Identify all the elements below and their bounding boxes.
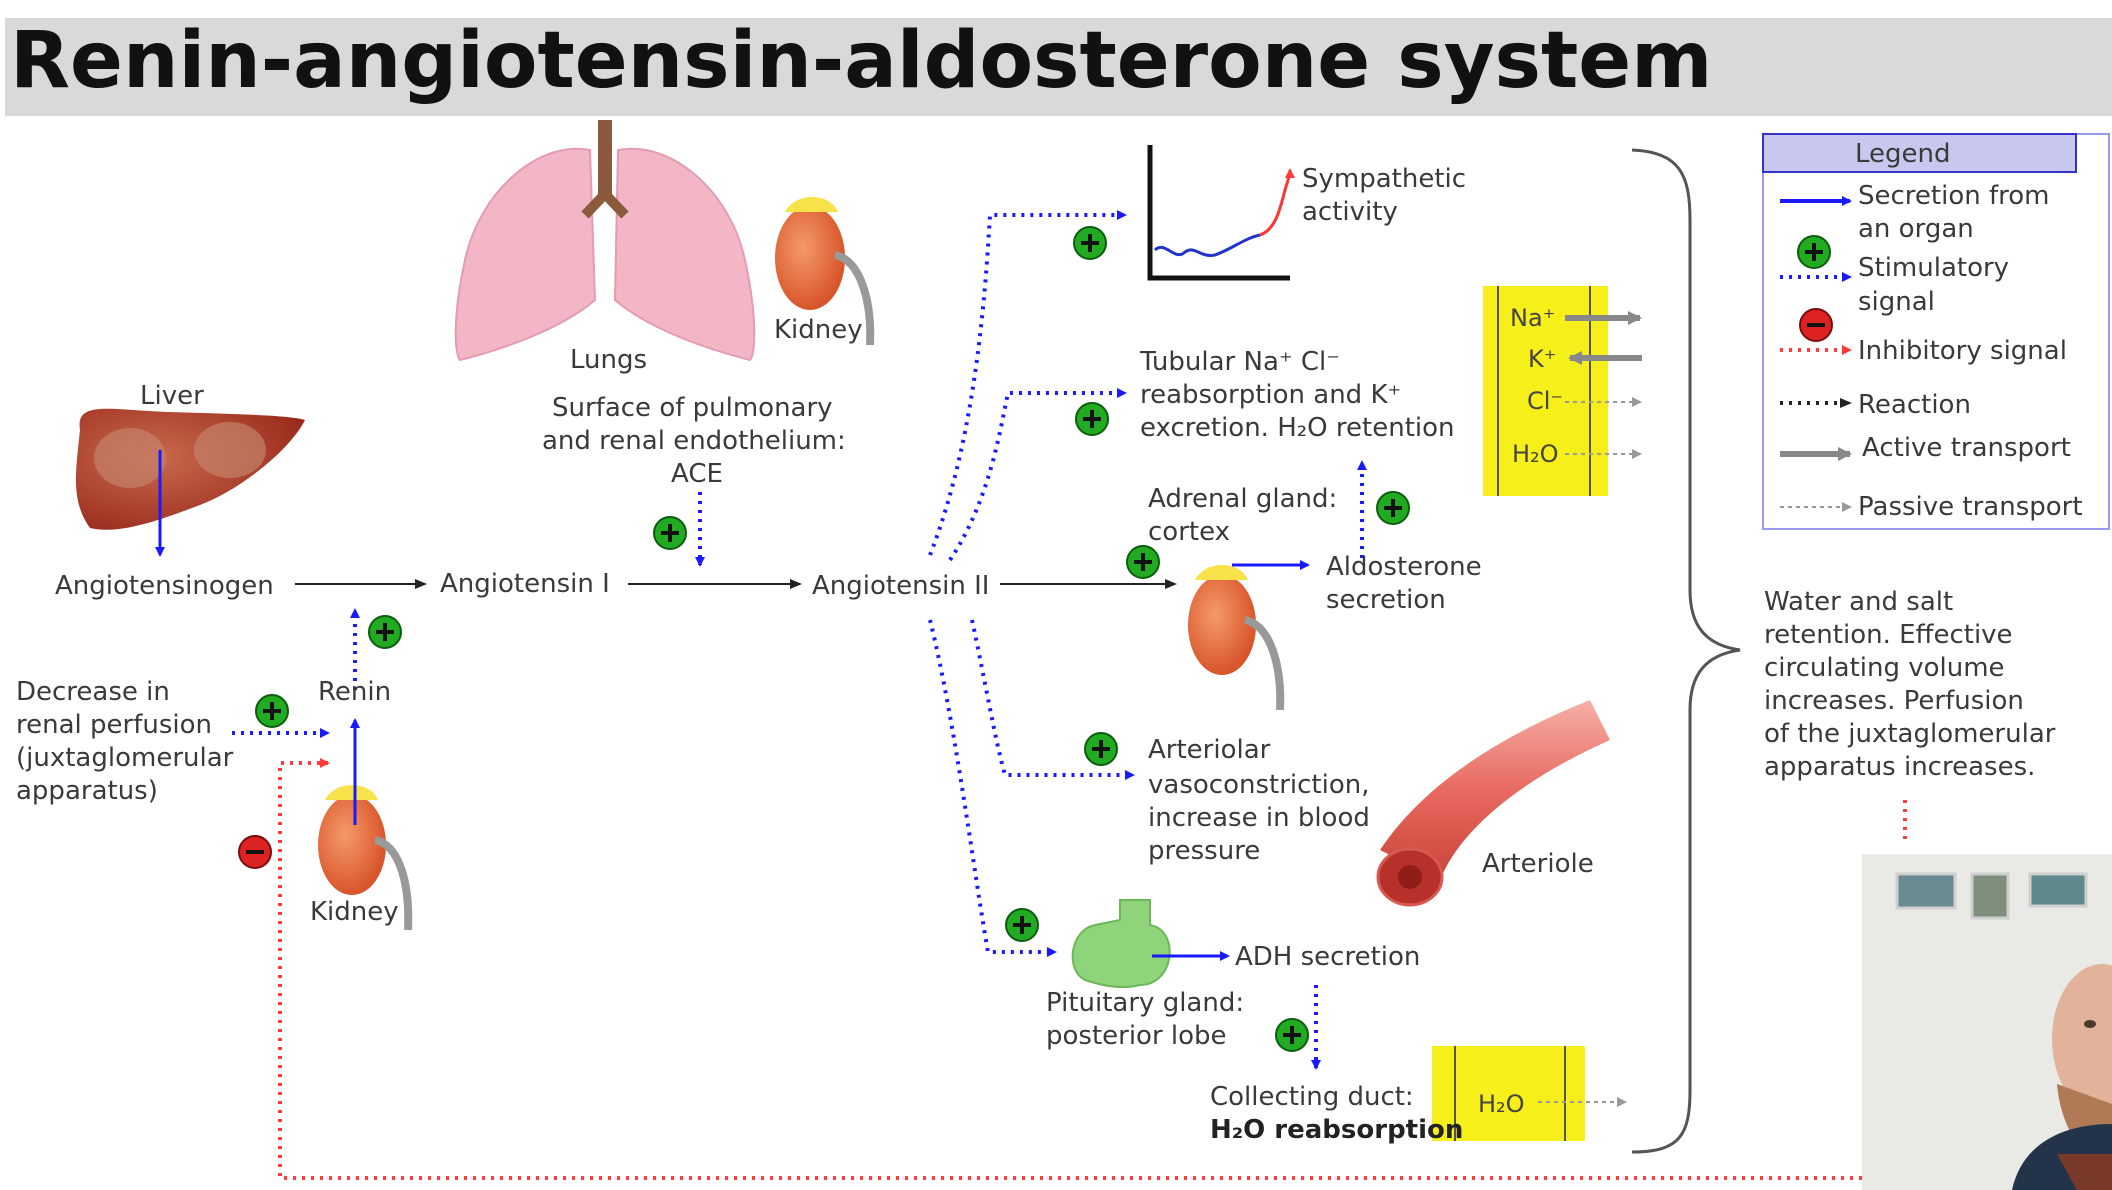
svg-text:Active transport: Active transport	[1862, 433, 2071, 463]
ace-label: Surface of pulmonary and renal endotheli…	[542, 393, 846, 489]
stimulatory-signals	[232, 210, 1367, 1070]
svg-text:signal: signal	[1858, 287, 1935, 317]
svg-text:renal perfusion: renal perfusion	[16, 710, 212, 740]
angiotensin-ii-label: Angiotensin II	[812, 571, 989, 601]
kidney-left-illustration	[318, 785, 413, 931]
legend: Legend Secretion from an organ Stimulato…	[1762, 133, 2110, 530]
kidney-adrenal-illustration	[1188, 565, 1285, 711]
arteriole-illustration	[1376, 700, 1610, 907]
liver-label: Liver	[140, 381, 204, 411]
collecting-duct-label: Collecting duct: H₂O reabsorption	[1210, 1082, 1463, 1145]
outcome-text: Water and salt retention. Effective circ…	[1764, 587, 2056, 782]
tubule-ion-box: Na⁺ K⁺ Cl⁻ H₂O	[1483, 286, 1642, 496]
svg-text:Water and salt: Water and salt	[1764, 587, 1953, 617]
slide-title: Renin-angiotensin-aldosterone system	[10, 16, 1713, 106]
svg-text:circulating volume: circulating volume	[1764, 653, 2005, 683]
svg-text:retention. Effective: retention. Effective	[1764, 620, 2013, 650]
perfusion-label: Decrease in renal perfusion (juxtaglomer…	[16, 677, 234, 806]
svg-text:Inhibitory signal: Inhibitory signal	[1858, 336, 2067, 366]
svg-text:Aldosterone: Aldosterone	[1326, 552, 1482, 582]
svg-text:Collecting duct:: Collecting duct:	[1210, 1082, 1414, 1112]
collecting-duct-h2o: H₂O	[1478, 1090, 1525, 1118]
ion-cl: Cl⁻	[1527, 387, 1563, 415]
pituitary-illustration	[1071, 899, 1171, 989]
svg-text:increase in blood: increase in blood	[1148, 803, 1370, 833]
svg-text:excretion. H₂O retention: excretion. H₂O retention	[1140, 413, 1455, 443]
svg-text:of the juxtaglomerular: of the juxtaglomerular	[1764, 719, 2056, 749]
lungs-label: Lungs	[570, 345, 647, 375]
svg-text:apparatus): apparatus)	[16, 776, 158, 806]
ion-na: Na⁺	[1510, 304, 1555, 332]
svg-text:an organ: an organ	[1858, 214, 1974, 244]
angiotensin-i-label: Angiotensin I	[440, 569, 610, 599]
legend-title: Legend	[1855, 139, 1951, 169]
svg-text:Pituitary gland:: Pituitary gland:	[1046, 988, 1244, 1018]
tubular-label: Tubular Na⁺ Cl⁻ reabsorption and K⁺ excr…	[1139, 347, 1455, 443]
ion-k: K⁺	[1528, 345, 1556, 373]
summary-brace	[1631, 148, 1741, 1154]
sympathetic-label: Sympathetic activity	[1302, 164, 1466, 227]
ion-h2o: H₂O	[1512, 440, 1559, 468]
svg-text:and renal endothelium:: and renal endothelium:	[542, 426, 846, 456]
minus-badge	[238, 835, 272, 869]
angiotensinogen-label: Angiotensinogen	[55, 571, 274, 601]
svg-text:Tubular Na⁺ Cl⁻: Tubular Na⁺ Cl⁻	[1139, 347, 1340, 377]
adh-label: ADH secretion	[1235, 942, 1420, 972]
svg-text:posterior lobe: posterior lobe	[1046, 1021, 1227, 1051]
svg-text:Arteriolar: Arteriolar	[1148, 735, 1271, 765]
pituitary-label: Pituitary gland: posterior lobe	[1046, 988, 1244, 1051]
svg-text:Decrease in: Decrease in	[16, 677, 170, 707]
lungs-illustration	[454, 120, 756, 362]
title-bar	[5, 18, 2112, 116]
svg-text:Surface of pulmonary: Surface of pulmonary	[552, 393, 833, 423]
svg-text:increases. Perfusion: increases. Perfusion	[1764, 686, 2024, 716]
aldosterone-label: Aldosterone secretion	[1326, 552, 1482, 615]
svg-text:activity: activity	[1302, 197, 1398, 227]
svg-text:H₂O reabsorption: H₂O reabsorption	[1210, 1115, 1463, 1145]
svg-text:Reaction: Reaction	[1858, 390, 1971, 420]
svg-text:(juxtaglomerular: (juxtaglomerular	[16, 743, 234, 773]
svg-text:cortex: cortex	[1148, 517, 1230, 547]
renin-label: Renin	[318, 677, 391, 707]
legend-minus-badge	[1799, 308, 1833, 342]
kidney-top-illustration	[775, 197, 875, 346]
plus-badges	[255, 226, 1410, 1052]
svg-text:Stimulatory: Stimulatory	[1858, 253, 2009, 283]
svg-text:Passive transport: Passive transport	[1858, 492, 2083, 522]
svg-text:secretion: secretion	[1326, 585, 1446, 615]
svg-text:apparatus increases.: apparatus increases.	[1764, 752, 2035, 782]
svg-text:Adrenal gland:: Adrenal gland:	[1148, 484, 1337, 514]
svg-text:vasoconstriction,: vasoconstriction,	[1148, 770, 1369, 800]
webcam-overlay	[1862, 854, 2112, 1190]
kidney-left-label: Kidney	[310, 897, 399, 927]
adrenal-label: Adrenal gland: cortex	[1148, 484, 1337, 547]
collecting-duct-box: H₂O	[1432, 1046, 1627, 1141]
arteriole-label: Arteriole	[1482, 849, 1594, 879]
arteriolar-label: Arteriolar vasoconstriction, increase in…	[1148, 735, 1370, 866]
svg-text:pressure: pressure	[1148, 836, 1260, 866]
sympathetic-graph	[1147, 145, 1295, 281]
kidney-top-label: Kidney	[774, 315, 863, 345]
svg-text:reabsorption and K⁺: reabsorption and K⁺	[1140, 380, 1401, 410]
svg-text:Secretion from: Secretion from	[1858, 181, 2049, 211]
svg-text:Sympathetic: Sympathetic	[1302, 164, 1466, 194]
svg-text:ACE: ACE	[671, 459, 723, 489]
webcam-presenter-image	[1862, 854, 2112, 1190]
liver-illustration	[75, 408, 306, 530]
legend-plus-badge	[1797, 235, 1831, 269]
inhibitory-feedback	[278, 758, 1907, 1180]
